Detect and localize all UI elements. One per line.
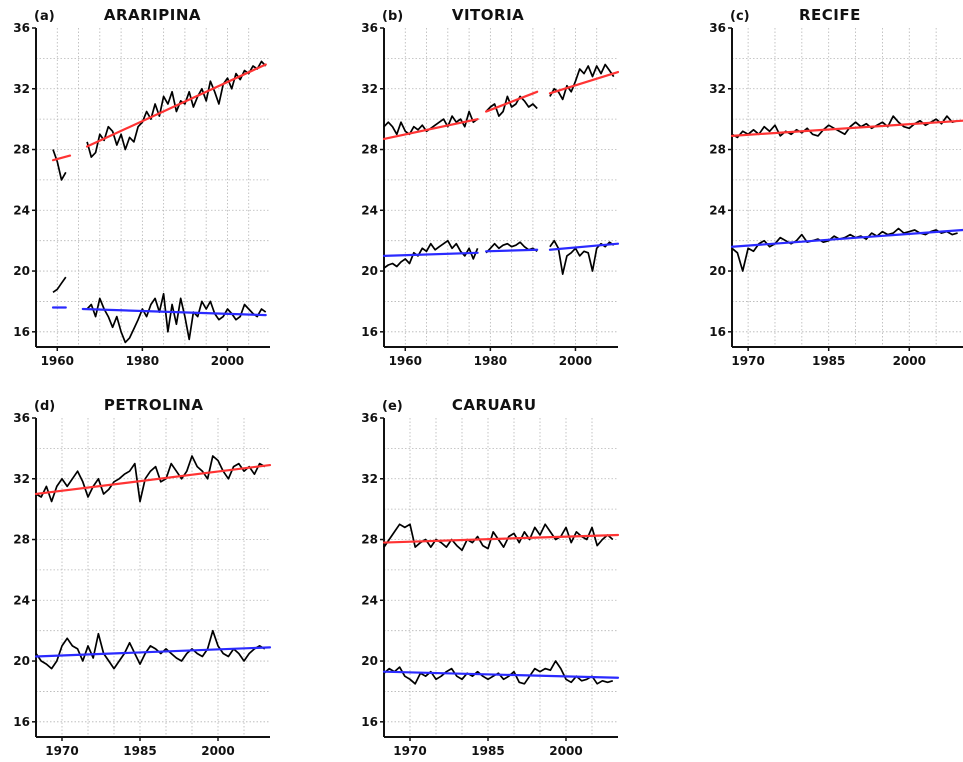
panel-title: PETROLINA [104,396,204,414]
max-trend-line [548,70,620,95]
panel-title: ARARIPINA [104,6,201,24]
plot-area [384,28,618,347]
y-tick-label: 16 [13,715,30,729]
min-trend-line [81,307,267,317]
y-tick-label: 24 [361,593,378,607]
observed-series-line [52,149,67,181]
max-trend-line [51,154,72,162]
x-tick-label: 1985 [123,744,156,758]
y-tick-label: 28 [361,143,378,157]
y-tick-label: 36 [709,21,726,35]
max-trend-line [382,533,620,544]
y-tick-label: 28 [361,533,378,547]
y-tick-label: 32 [13,82,30,96]
x-tick-label: 1970 [731,354,764,368]
y-tick-label: 20 [361,654,378,668]
plot-area [384,418,618,737]
y-tick-label: 16 [709,325,726,339]
max-trend-line [485,90,539,113]
y-tick-label: 28 [13,143,30,157]
x-tick-label: 1985 [471,744,504,758]
panel-recife: 16 20 24 28 32 36 1970 1985 2000 (c) RECIFE [709,6,963,368]
y-tick-label: 16 [361,715,378,729]
min-trend-line [382,670,620,679]
x-tick-label: 1980 [126,354,159,368]
y-tick-label: 24 [13,203,30,217]
x-tick-label: 1980 [474,354,507,368]
y-tick-label: 36 [13,21,30,35]
x-tick-label: 1970 [45,744,78,758]
observed-series-line [35,455,266,503]
x-tick-label: 1960 [41,354,74,368]
panel-vitoria: 16 20 24 28 32 36 1960 1980 2000 (b) VITORIA [361,6,620,368]
x-tick-label: 1970 [393,744,426,758]
min-trend-line [34,646,272,658]
panel-label: (a) [34,9,55,24]
observed-series-line [52,276,67,293]
y-tick-label: 16 [361,325,378,339]
y-tick-label: 32 [361,82,378,96]
y-tick-label: 28 [709,143,726,157]
observed-series-line [485,95,538,117]
x-tick-label: 2000 [211,354,244,368]
panel-label: (e) [382,399,403,414]
panel-title: RECIFE [799,6,861,24]
y-tick-label: 20 [361,264,378,278]
min-trend-line [485,248,539,253]
x-tick-label: 1985 [812,354,845,368]
y-tick-label: 24 [13,593,30,607]
y-tick-label: 24 [361,203,378,217]
max-trend-line [85,63,267,148]
max-trend-line [730,119,963,137]
observed-series-line [383,660,614,685]
min-trend-line [730,228,963,248]
y-tick-label: 36 [13,411,30,425]
panel-label: (c) [730,9,750,24]
x-tick-label: 1960 [389,354,422,368]
x-tick-label: 2000 [559,354,592,368]
x-tick-label: 2000 [893,354,926,368]
min-trend-line [548,242,620,251]
x-tick-label: 2000 [201,744,234,758]
y-tick-label: 36 [361,21,378,35]
max-trend-line [34,463,272,496]
min-trend-line [382,251,479,257]
y-tick-label: 28 [13,533,30,547]
panel-caruaru: 16 20 24 28 32 36 1970 1985 2000 (e) CARUARU [361,396,620,758]
max-trend-line [382,118,479,140]
observed-series-line [731,115,958,139]
y-tick-label: 24 [709,203,726,217]
observed-series-line [86,60,267,158]
plot-area [732,28,963,347]
panel-title: CARUARU [452,396,537,414]
x-tick-label: 2000 [549,744,582,758]
observed-series-line [549,63,615,101]
y-tick-label: 20 [13,654,30,668]
observed-series-line [35,629,266,670]
panel-petrolina: 16 20 24 28 32 36 1970 1985 2000 (d) PETROLINA [13,396,272,758]
panel-araripina: 16 20 24 28 32 36 1960 1980 2000 (a) ARARIPINA [13,6,270,368]
y-tick-label: 32 [709,82,726,96]
y-tick-label: 20 [13,264,30,278]
y-tick-label: 32 [361,472,378,486]
panel-title: VITORIA [452,6,524,24]
observed-series-line [86,292,267,344]
y-tick-label: 36 [361,411,378,425]
panel-label: (b) [382,9,403,24]
y-tick-label: 32 [13,472,30,486]
panel-label: (d) [34,399,55,414]
y-tick-label: 20 [709,264,726,278]
y-tick-label: 16 [13,325,30,339]
